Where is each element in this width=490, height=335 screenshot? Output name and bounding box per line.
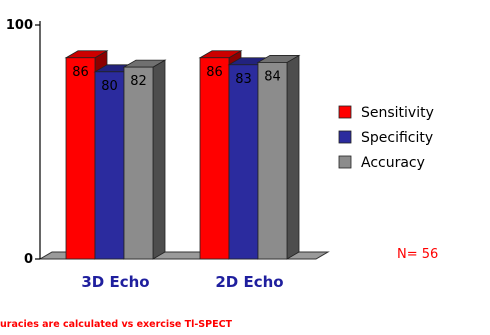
sample-size-annotation: N= 56 xyxy=(397,247,438,262)
footnote: uracies are calculated vs exercise Tl-SP… xyxy=(0,319,233,330)
bar-front xyxy=(199,57,230,260)
bar-front xyxy=(228,64,259,260)
legend-swatch xyxy=(338,155,352,169)
y-tick-label: 100 xyxy=(6,18,33,33)
bar-value-label: 86 xyxy=(206,65,223,80)
legend-entry: Specificity xyxy=(361,130,433,146)
chart-bars xyxy=(64,50,301,260)
legend-entry: Accuracy xyxy=(361,155,425,171)
x-category-label: 2D Echo xyxy=(215,273,283,291)
bar-value-label: 86 xyxy=(72,65,89,80)
bar-side xyxy=(152,59,166,260)
bar-value-label: 83 xyxy=(235,72,252,87)
bar-front xyxy=(94,71,125,260)
legend-entry: Sensitivity xyxy=(361,105,434,121)
bar-front xyxy=(123,66,154,260)
y-tick-label: 0 xyxy=(24,252,33,267)
x-category-label: 3D Echo xyxy=(81,273,149,291)
bar-value-label: 80 xyxy=(101,79,118,94)
chart-legend: Sensitivity Specificity Accuracy xyxy=(338,105,434,171)
bar xyxy=(122,59,167,260)
bar-front xyxy=(65,57,96,260)
bar-value-label: 82 xyxy=(130,74,147,89)
bar xyxy=(256,54,301,260)
legend-swatch xyxy=(338,130,352,144)
chart-labels: 0 100 86 80 82 3D Echo 86 83 84 2D Echo xyxy=(6,18,284,291)
bar-front xyxy=(257,62,288,260)
legend-swatch xyxy=(338,105,352,119)
bar-value-label: 84 xyxy=(264,69,281,84)
bar-side xyxy=(286,54,300,260)
